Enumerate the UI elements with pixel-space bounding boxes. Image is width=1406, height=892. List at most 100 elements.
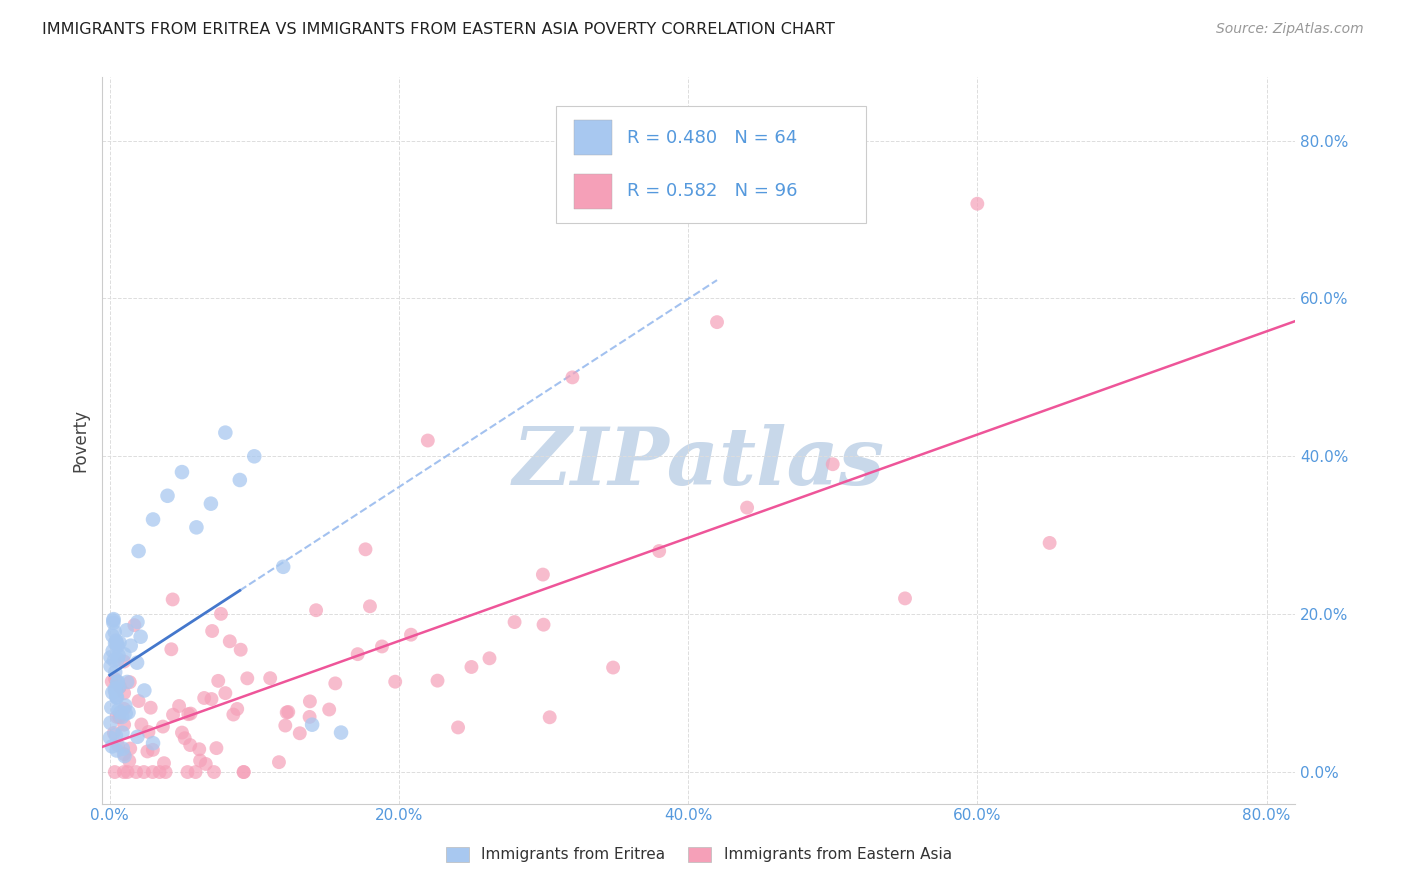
Point: [105, 690, 128, 705]
Point: [105, 743, 128, 757]
Point: [229, 473, 252, 487]
Point: [184, 765, 207, 780]
Point: [648, 544, 671, 558]
Point: [114, 698, 136, 713]
Point: [966, 196, 988, 211]
Point: [214, 425, 236, 440]
Point: [100, 674, 122, 689]
Point: [105, 689, 128, 703]
Point: [115, 675, 138, 690]
Point: [104, 683, 127, 698]
Point: [359, 599, 381, 614]
Point: [120, 639, 142, 653]
Point: [103, 614, 125, 628]
Legend: Immigrants from Eritrea, Immigrants from Eastern Asia: Immigrants from Eritrea, Immigrants from…: [440, 840, 957, 869]
Point: [561, 370, 583, 384]
Point: [104, 681, 127, 696]
Point: [371, 640, 394, 654]
Point: [112, 648, 135, 662]
Point: [101, 644, 124, 658]
Point: [222, 707, 245, 722]
Point: [305, 603, 328, 617]
Point: [112, 655, 135, 669]
Point: [176, 765, 198, 780]
Point: [531, 567, 554, 582]
Point: [115, 623, 138, 637]
Point: [101, 685, 124, 699]
Point: [447, 721, 470, 735]
Point: [107, 674, 129, 689]
Point: [288, 726, 311, 740]
Point: [478, 651, 501, 665]
Point: [134, 683, 156, 698]
Point: [323, 676, 346, 690]
Point: [101, 739, 124, 754]
Point: [156, 489, 179, 503]
Point: [142, 512, 165, 526]
Point: [229, 642, 252, 657]
Point: [131, 717, 153, 731]
Point: [100, 650, 122, 665]
Point: [101, 629, 124, 643]
Point: [104, 636, 127, 650]
Point: [259, 671, 281, 685]
Point: [318, 702, 340, 716]
Text: R = 0.480   N = 64: R = 0.480 N = 64: [627, 128, 797, 147]
Point: [236, 671, 259, 685]
Point: [602, 660, 624, 674]
Text: IMMIGRANTS FROM ERITREA VS IMMIGRANTS FROM EASTERN ASIA POVERTY CORRELATION CHAR: IMMIGRANTS FROM ERITREA VS IMMIGRANTS FR…: [42, 22, 835, 37]
Text: ZIPatlas: ZIPatlas: [513, 424, 884, 501]
Point: [127, 615, 149, 629]
Point: [170, 465, 193, 479]
Point: [103, 726, 125, 740]
Point: [142, 765, 165, 780]
Point: [107, 652, 129, 666]
Point: [139, 700, 162, 714]
Point: [202, 765, 225, 780]
Point: [426, 673, 449, 688]
Point: [354, 542, 377, 557]
Point: [460, 660, 482, 674]
Point: [271, 559, 294, 574]
Point: [384, 674, 406, 689]
Point: [301, 717, 323, 731]
Point: [173, 731, 195, 746]
Point: [124, 618, 146, 632]
Point: [129, 630, 152, 644]
Point: [735, 500, 758, 515]
Point: [277, 705, 299, 719]
Point: [104, 728, 127, 742]
Point: [108, 710, 131, 724]
Point: [107, 703, 129, 717]
Point: [821, 457, 844, 471]
Point: [103, 615, 125, 630]
Point: [111, 710, 134, 724]
Point: [201, 624, 224, 638]
Point: [232, 765, 254, 780]
Point: [180, 706, 202, 721]
Point: [108, 635, 131, 649]
Point: [104, 672, 127, 686]
Point: [226, 702, 249, 716]
Point: [194, 756, 217, 771]
Point: [125, 656, 148, 670]
Point: [114, 706, 136, 721]
Point: [179, 738, 201, 752]
Point: [114, 749, 136, 764]
Point: [243, 450, 266, 464]
Point: [186, 520, 208, 534]
Point: [108, 680, 131, 694]
Point: [162, 592, 184, 607]
Point: [118, 675, 141, 690]
Point: [706, 315, 728, 329]
Point: [503, 615, 526, 629]
Point: [104, 765, 127, 780]
Point: [232, 765, 254, 780]
Point: [162, 707, 184, 722]
Point: [105, 636, 128, 650]
Point: [107, 639, 129, 653]
Point: [267, 755, 290, 769]
Point: [188, 742, 211, 756]
Point: [416, 434, 439, 448]
Point: [112, 747, 135, 761]
